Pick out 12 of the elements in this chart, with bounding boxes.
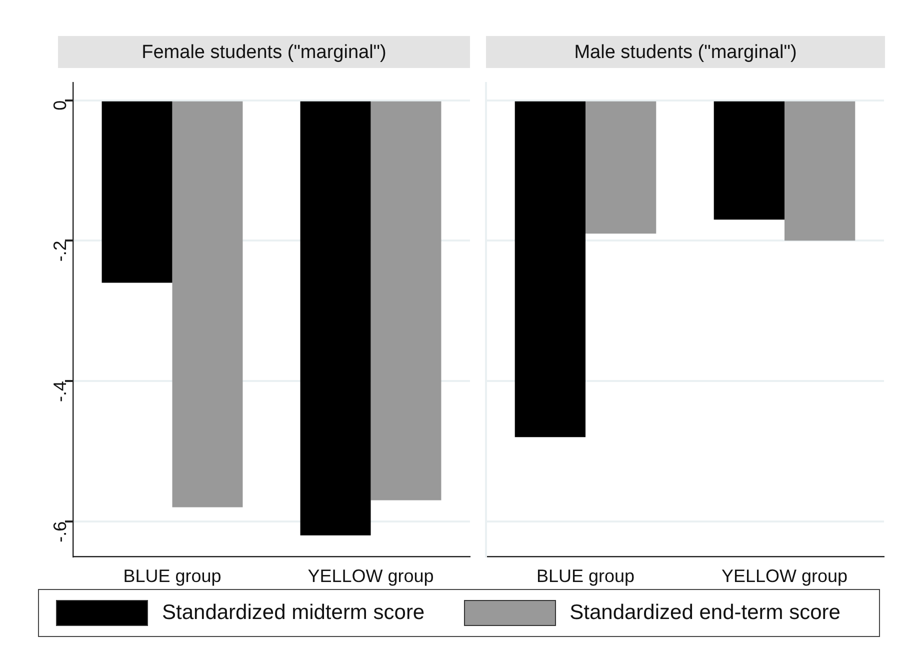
- legend-label: Standardized end-term score: [570, 601, 840, 625]
- chart-title: Male students ("marginal"): [486, 36, 885, 68]
- legend-label: Standardized midterm score: [162, 601, 425, 625]
- y-tick-label: -.6: [50, 521, 70, 542]
- x-tick-label: BLUE group: [123, 566, 222, 586]
- x-tick-label: YELLOW group: [721, 566, 848, 586]
- chart-title: Female students ("marginal"): [58, 36, 470, 68]
- y-tick-label: 0: [50, 100, 70, 110]
- y-tick-label: -.2: [50, 240, 70, 262]
- x-tick-label: YELLOW group: [308, 566, 434, 586]
- y-tick-label: -.4: [50, 380, 70, 402]
- x-tick-label: BLUE group: [536, 566, 635, 586]
